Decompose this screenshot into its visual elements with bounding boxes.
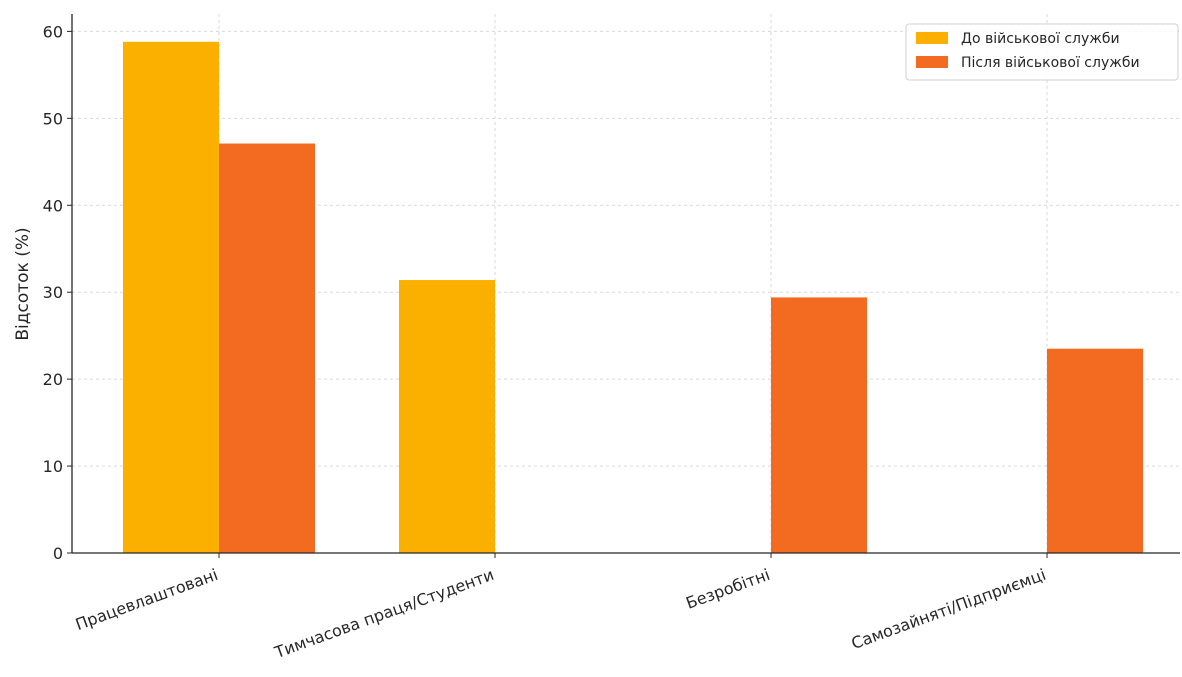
x-tick-label: Безробітні (683, 565, 772, 613)
y-tick-label: 60 (43, 22, 63, 41)
bar (771, 297, 867, 553)
y-tick-label: 50 (43, 109, 63, 128)
y-tick-label: 0 (53, 544, 63, 563)
x-tick-label: Самозайняті/Підприємці (849, 565, 1049, 653)
legend-label: До військової служби (961, 31, 1120, 47)
legend-swatch (916, 32, 948, 44)
y-axis-label: Відсоток (%) (13, 227, 33, 340)
legend-box (905, 23, 1179, 81)
axes (71, 14, 1180, 554)
x-tick-label: Працевлаштовані (73, 565, 221, 634)
y-tick-label: 30 (43, 283, 63, 302)
bar (219, 143, 315, 553)
bar (123, 41, 219, 553)
y-ticks: 0 10 20 30 40 50 60 (43, 22, 72, 563)
legend-swatch (916, 56, 948, 68)
x-ticks: Працевлаштовані Тимчасова праця/Студенти Б… (73, 553, 1049, 662)
y-tick-label: 20 (43, 370, 63, 389)
bar (1047, 348, 1143, 553)
y-tick-label: 10 (43, 457, 63, 476)
bars (123, 41, 1143, 553)
x-tick-label: Тимчасова праця/Студенти (271, 565, 496, 662)
legend-label: Після військової служби (961, 55, 1140, 71)
y-tick-label: 40 (43, 196, 63, 215)
legend: До військової служби Після військової слу… (905, 23, 1179, 81)
bar (399, 280, 495, 553)
